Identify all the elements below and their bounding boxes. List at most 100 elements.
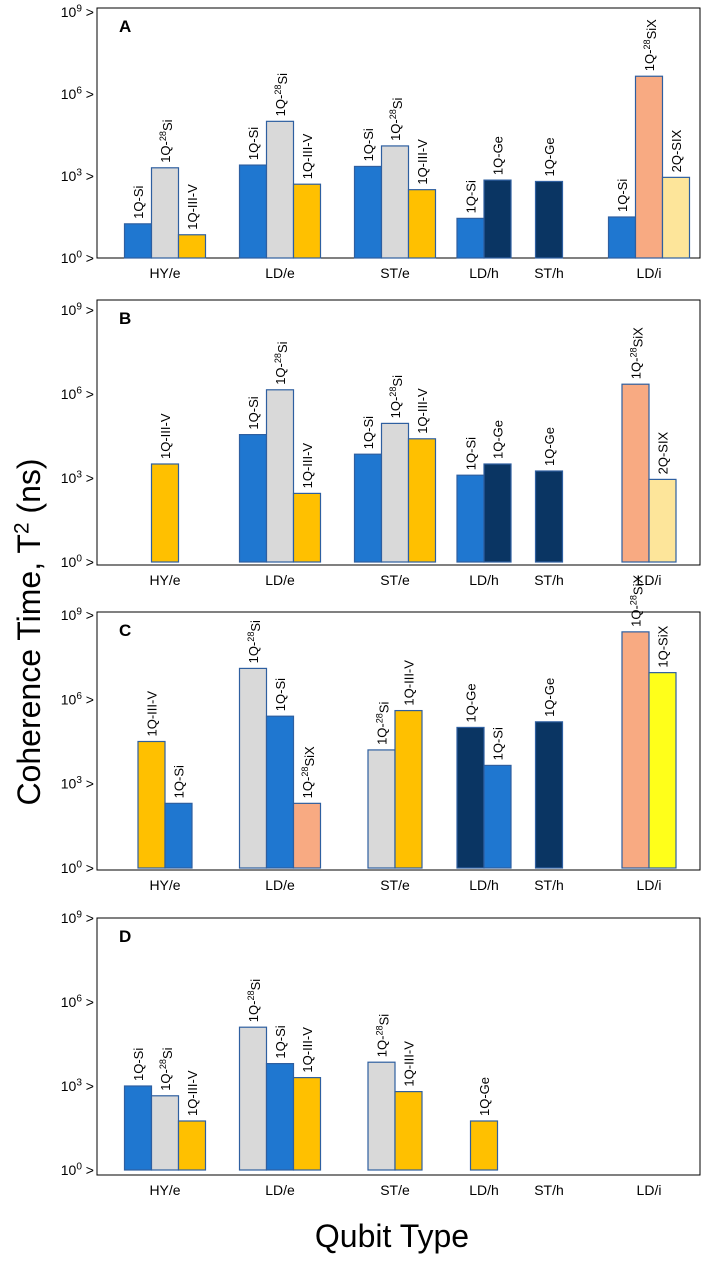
bar-label-1q-iii-v: 1Q-III-V (185, 1070, 200, 1116)
bar-label-1q-si: 1Q-Si (131, 1048, 146, 1081)
panel-d: D 100 > 103 > 106 > 109 > HY/e LD/e ST/e LD/h ST/… (61, 909, 701, 1198)
y-tick-label: 103 > (61, 469, 94, 486)
category-label-ld-h: LD/h (469, 877, 499, 893)
bar-ld-e-1q-si (238, 434, 268, 563)
bar-ld-h-1q-ge (469, 1120, 499, 1171)
bar-label-1q-28si: 1Q-28Si (246, 620, 263, 663)
bar-label-1q-28si: 1Q-28Si (374, 1014, 391, 1057)
bar-label-1q-iii-v: 1Q-III-V (300, 133, 315, 179)
category-label-st-h: ST/h (534, 265, 564, 281)
bar-label-1q-ge: 1Q-Ge (491, 136, 506, 175)
bar-st-e-1q-iii-v (394, 709, 423, 869)
bar-label-1q-28si: 1Q-28Si (388, 97, 405, 140)
bar-label-1q-si: 1Q-Si (464, 437, 479, 470)
panel-letter: B (119, 309, 131, 328)
bar-ld-e-1q-iii-v (292, 1076, 322, 1171)
bar-label-2q-six: 2Q-SIX (656, 431, 671, 474)
category-label-st-h: ST/h (534, 572, 564, 588)
bar-ld-h-1q-ge (456, 726, 485, 869)
bar-hy-e-1q-28si (150, 1095, 180, 1171)
bar-hy-e-1q-si (123, 1085, 153, 1171)
bar-st-e-1q-si (353, 165, 383, 259)
category-label-ld-e: LD/e (265, 572, 295, 588)
y-tick-label: 106 > (61, 385, 94, 402)
category-label-ld-h: LD/h (469, 1182, 499, 1198)
bar-st-e-1q-28si (367, 749, 396, 869)
y-tick-label: 103 > (61, 775, 94, 792)
bar-label-1q-28si: 1Q-28Si (158, 1047, 175, 1090)
bar-ld-e-1q-iii-v (292, 492, 322, 563)
y-tick-label: 100 > (61, 553, 94, 570)
category-label-st-h: ST/h (534, 1182, 564, 1198)
bar-label-1q-28six: 1Q-28SiX (300, 746, 317, 798)
bar-hy-e-1q-iii-v (177, 234, 207, 259)
bar-ld-i-2q-six (648, 478, 677, 563)
bar-ld-e-1q-iii-v (292, 183, 322, 259)
bar-label-1q-iii-v: 1Q-III-V (402, 1041, 417, 1087)
bar-st-e-1q-iii-v (394, 1090, 423, 1171)
category-label-st-e: ST/e (380, 877, 410, 893)
bar-label-1q-28six: 1Q-28SiX (628, 575, 645, 627)
bar-label-1q-si: 1Q-Si (361, 128, 376, 161)
bar-ld-h-1q-ge (483, 463, 512, 563)
bar-ld-e-1q-28six (292, 802, 322, 869)
bar-ld-e-1q-28si (238, 667, 268, 869)
bar-label-1q-iii-v: 1Q-III-V (300, 443, 315, 489)
bar-st-e-1q-iii-v (407, 438, 437, 563)
bar-ld-i-1q-si (607, 216, 637, 259)
y-tick-label: 100 > (61, 859, 94, 876)
bar-label-1q-si: 1Q-Si (491, 727, 506, 760)
y-tick-label: 109 > (61, 301, 94, 318)
bar-label-1q-ge: 1Q-Ge (542, 137, 557, 176)
bar-st-e-1q-iii-v (407, 189, 437, 259)
panel-a: A 100 > 103 > 106 > 109 > HY/e LD/e ST/e LD/h ST/… (61, 3, 701, 281)
x-axis-title: Qubit Type (315, 1218, 469, 1254)
panel-letter: C (119, 621, 131, 640)
y-tick-label: 106 > (61, 85, 94, 102)
bar-label-1q-si: 1Q-Si (361, 416, 376, 449)
panel-letter: D (119, 927, 131, 946)
bar-label-2q-six: 2Q-SIX (669, 129, 684, 172)
bar-hy-e-1q-28si (150, 167, 180, 259)
bar-label-1q-28six: 1Q-28SiX (628, 327, 645, 379)
panel-frame (96, 611, 701, 871)
bar-label-1q-ge: 1Q-Ge (542, 678, 557, 717)
bar-st-e-1q-28si (367, 1061, 396, 1171)
category-label-ld-i: LD/i (637, 1182, 662, 1198)
bar-label-1q-iii-v: 1Q-III-V (402, 660, 417, 706)
y-tick-label: 106 > (61, 691, 94, 708)
category-label-hy-e: HY/e (149, 265, 180, 281)
bar-st-h-1q-ge (534, 721, 564, 869)
bar-ld-e-1q-si (265, 1062, 295, 1171)
category-label-ld-i: LD/i (637, 877, 662, 893)
chart-panels: A 100 > 103 > 106 > 109 > HY/e LD/e ST/e LD/h ST/… (61, 3, 701, 1198)
bar-ld-i-2q-six (661, 176, 691, 259)
category-label-st-e: ST/e (380, 572, 410, 588)
bar-st-e-1q-28si (380, 145, 410, 259)
category-label-ld-e: LD/e (265, 1182, 295, 1198)
bar-label-1q-si: 1Q-Si (246, 396, 261, 429)
bar-label-1q-28si: 1Q-28Si (388, 375, 405, 418)
bar-label-1q-si: 1Q-Si (615, 179, 630, 212)
bar-ld-i-1q-28six (621, 383, 650, 563)
category-label-ld-i: LD/i (637, 572, 662, 588)
bar-ld-i-1q-28six (634, 75, 664, 259)
bar-st-e-1q-28si (380, 422, 410, 563)
bar-ld-i-1q-28six (621, 631, 650, 869)
panel-frame (96, 917, 701, 1176)
bar-st-h-1q-ge (534, 180, 564, 259)
category-label-ld-h: LD/h (469, 265, 499, 281)
y-axis-title: Coherence Time, T2 (ns) (11, 458, 47, 805)
panel-frame (96, 299, 701, 566)
panel-c: C 100 > 103 > 106 > 109 > HY/e LD/e ST/e LD/h ST/… (61, 575, 701, 893)
bar-hy-e-1q-si (123, 223, 153, 259)
bar-ld-e-1q-28si (265, 389, 295, 563)
category-label-st-e: ST/e (380, 1182, 410, 1198)
bar-ld-h-1q-si (483, 764, 512, 869)
bar-st-h-1q-ge (534, 470, 564, 563)
bar-label-1q-si: 1Q-Si (246, 127, 261, 160)
bar-hy-e-1q-iii-v (137, 740, 166, 869)
y-tick-label: 109 > (61, 909, 94, 926)
bar-label-1q-28si: 1Q-28Si (273, 341, 290, 384)
